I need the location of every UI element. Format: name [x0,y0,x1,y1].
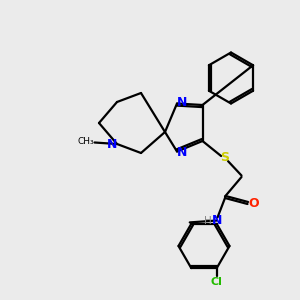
Text: O: O [248,197,259,210]
Text: N: N [106,137,117,151]
Text: N: N [177,146,188,160]
Text: CH₃: CH₃ [78,136,94,146]
Text: N: N [177,95,188,109]
Text: S: S [220,151,230,164]
Text: N: N [212,214,222,227]
Text: Cl: Cl [211,277,223,286]
Text: H: H [204,215,212,226]
